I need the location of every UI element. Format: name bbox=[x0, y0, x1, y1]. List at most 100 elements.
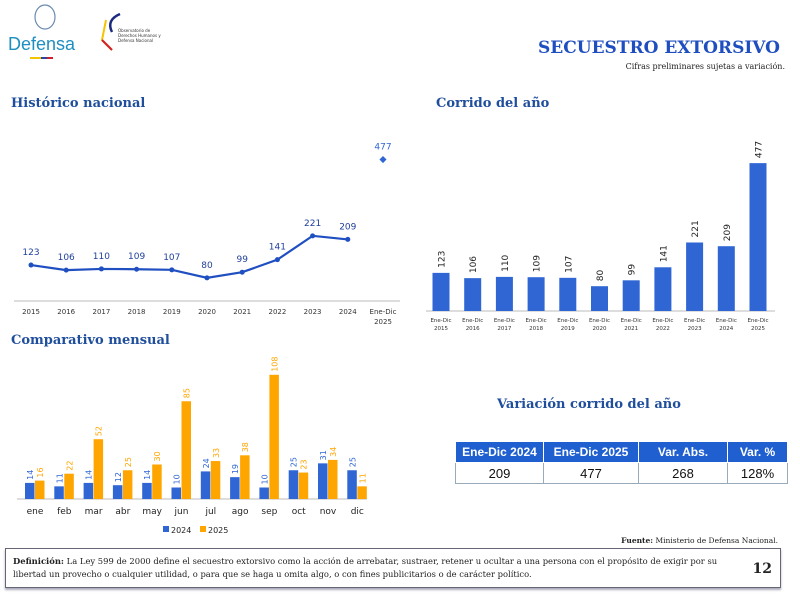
bar-2025 bbox=[181, 401, 191, 499]
x-tick-label: dic bbox=[351, 507, 364, 517]
bar-2025 bbox=[269, 374, 279, 499]
bar-2025 bbox=[152, 464, 162, 499]
table-row: 209 477 268 128% bbox=[455, 462, 788, 484]
bar-2025 bbox=[210, 461, 221, 499]
line-point-diamond bbox=[379, 156, 387, 164]
x-tick-label: Ene-Dic bbox=[557, 318, 578, 324]
x-tick-label: 2024 bbox=[719, 326, 733, 332]
source-text: Ministerio de Defensa Nacional. bbox=[655, 536, 778, 545]
x-tick-label: ene bbox=[27, 507, 44, 517]
observatorio-text: Observatorio de Derechos Humanos y Defen… bbox=[118, 28, 161, 43]
x-tick-label: 2024 bbox=[339, 308, 357, 316]
bar-2024 bbox=[25, 482, 35, 499]
x-tick-label: 2022 bbox=[268, 308, 286, 316]
cell-var-abs: 268 bbox=[638, 462, 728, 484]
x-tick-label: 2017 bbox=[497, 326, 511, 332]
x-tick-label: 2023 bbox=[688, 326, 702, 332]
data-label: 109 bbox=[128, 252, 145, 262]
bar-2024 bbox=[54, 486, 64, 499]
data-label: 52 bbox=[95, 426, 104, 436]
bar-2024 bbox=[347, 470, 357, 499]
x-tick-label: 2015 bbox=[22, 308, 40, 316]
page-title: SECUESTRO EXTORSIVO bbox=[538, 38, 780, 58]
section-historico: Histórico nacional bbox=[11, 96, 146, 111]
page-number: 12 bbox=[752, 561, 772, 577]
data-label: 141 bbox=[659, 245, 669, 262]
data-label: 209 bbox=[339, 222, 356, 232]
data-label: 108 bbox=[270, 357, 279, 372]
x-tick-label: 2020 bbox=[593, 326, 607, 332]
data-label: 107 bbox=[564, 256, 574, 273]
source-label: Fuente: bbox=[621, 536, 654, 545]
data-label: 221 bbox=[691, 220, 701, 237]
data-label: 80 bbox=[596, 269, 606, 281]
bar bbox=[464, 278, 482, 311]
x-tick-label: 2021 bbox=[233, 308, 251, 316]
x-tick-label: 2018 bbox=[128, 308, 146, 316]
definition-text: La Ley 599 de 2000 define el secuestro e… bbox=[13, 556, 718, 579]
data-label: 25 bbox=[290, 457, 299, 467]
shield-icon bbox=[30, 4, 56, 59]
x-tick-label: 2025 bbox=[751, 326, 765, 332]
x-tick-label: Ene-Dic bbox=[589, 318, 610, 324]
bar-2024 bbox=[318, 463, 328, 499]
bar-2025 bbox=[328, 459, 338, 499]
data-label: 14 bbox=[85, 470, 94, 480]
x-tick-label: mar bbox=[85, 507, 103, 517]
x-tick-label: jul bbox=[204, 507, 216, 517]
x-tick-label: 2019 bbox=[163, 308, 181, 316]
bar-2024 bbox=[83, 482, 94, 499]
data-label: 221 bbox=[304, 219, 321, 229]
x-tick-label: 2023 bbox=[304, 308, 322, 316]
cell-2024: 209 bbox=[455, 462, 544, 484]
data-label: 34 bbox=[329, 447, 338, 457]
bar bbox=[432, 272, 450, 311]
col-2024: Ene-Dic 2024 bbox=[455, 441, 544, 463]
x-tick-label: ago bbox=[232, 507, 249, 517]
x-tick-label: 2022 bbox=[656, 326, 670, 332]
data-label: 25 bbox=[348, 457, 357, 467]
data-label: 106 bbox=[58, 253, 75, 263]
data-label: 14 bbox=[26, 470, 35, 480]
x-tick-label: 2016 bbox=[466, 326, 480, 332]
x-tick-label: 2021 bbox=[624, 326, 638, 332]
x-tick-label: Ene-Dic bbox=[652, 318, 673, 324]
x-tick-label: may bbox=[142, 507, 162, 517]
bar-2025 bbox=[35, 480, 45, 499]
data-label: 110 bbox=[501, 254, 511, 271]
x-tick-label: 2017 bbox=[92, 308, 110, 316]
data-label: 10 bbox=[260, 474, 269, 484]
legend-swatch-2024 bbox=[163, 526, 169, 532]
source-note: Fuente: Ministerio de Defensa Nacional. bbox=[621, 536, 778, 545]
bar-2024 bbox=[259, 487, 269, 499]
x-tick-label: Ene-Dic bbox=[430, 318, 451, 324]
section-corrido: Corrido del año bbox=[436, 96, 550, 111]
data-label: 23 bbox=[300, 459, 309, 469]
data-label: 109 bbox=[533, 255, 543, 272]
bar-2024 bbox=[112, 485, 123, 499]
legend-label: 2024 bbox=[171, 526, 191, 535]
data-label: 477 bbox=[374, 143, 391, 153]
data-label: 141 bbox=[269, 243, 286, 253]
x-tick-label: Ene-Dic bbox=[370, 308, 397, 316]
x-tick-label: 2020 bbox=[198, 308, 216, 316]
definition-box: Definición: La Ley 599 de 2000 define el… bbox=[5, 548, 781, 588]
x-tick-label: nov bbox=[320, 507, 337, 517]
bar-2025 bbox=[357, 486, 367, 499]
data-label: 80 bbox=[201, 261, 213, 271]
cell-2025: 477 bbox=[543, 462, 639, 484]
data-label: 14 bbox=[143, 470, 152, 480]
bar bbox=[591, 286, 608, 311]
legend-swatch-2025 bbox=[200, 526, 206, 532]
data-label: 123 bbox=[438, 251, 448, 268]
x-tick-label: 2025 bbox=[374, 318, 392, 326]
defensa-logo: Defensa bbox=[8, 2, 82, 60]
bar bbox=[559, 277, 577, 311]
section-mensual: Comparativo mensual bbox=[11, 333, 170, 348]
observatorio-logo: Observatorio de Derechos Humanos y Defen… bbox=[98, 10, 162, 52]
data-label: 25 bbox=[124, 457, 133, 467]
data-label: 85 bbox=[183, 388, 192, 398]
x-tick-label: feb bbox=[57, 507, 72, 517]
x-tick-label: sep bbox=[261, 507, 277, 517]
